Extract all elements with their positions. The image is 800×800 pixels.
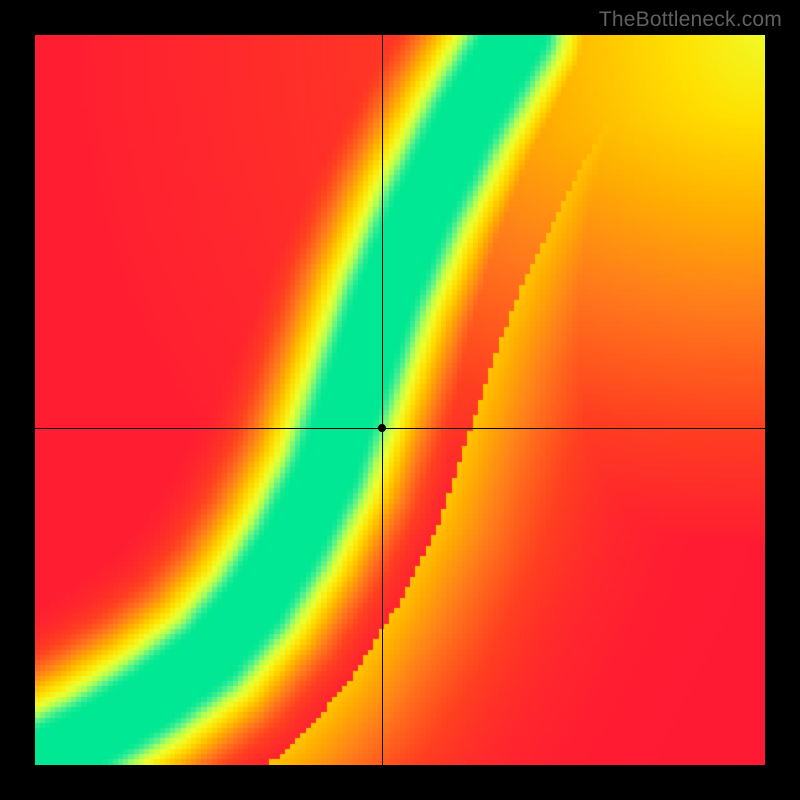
heatmap-canvas	[35, 35, 765, 765]
watermark-text: TheBottleneck.com	[599, 8, 782, 32]
crosshair-vertical	[382, 35, 383, 765]
crosshair-marker	[378, 424, 386, 432]
plot-area	[35, 35, 765, 765]
crosshair-horizontal	[35, 428, 765, 429]
chart-container: TheBottleneck.com	[0, 0, 800, 800]
